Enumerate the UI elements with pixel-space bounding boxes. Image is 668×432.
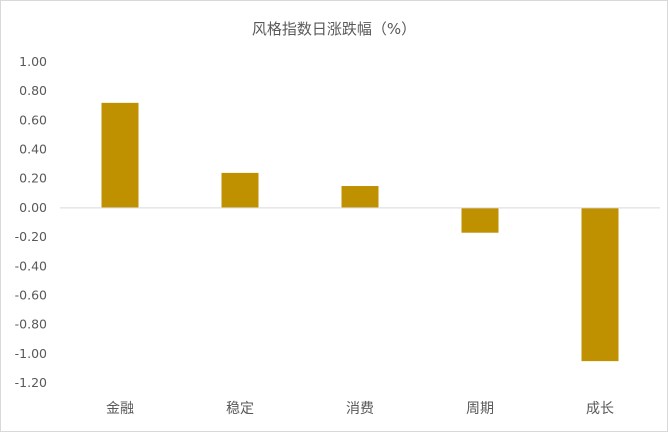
y-tick-label: 0.20 [19,171,47,186]
x-category-label: 稳定 [226,401,254,417]
bar-3 [341,186,379,208]
x-category-label: 消费 [346,401,374,417]
bar-1 [101,102,139,208]
y-tick-label: -0.80 [15,317,47,332]
bar-5 [581,207,619,362]
y-tick-label: 0.40 [19,142,47,157]
x-category-label: 成长 [586,401,614,417]
y-tick-label: -0.40 [15,258,47,273]
bar-4 [461,207,499,233]
bar-2 [221,172,259,208]
y-tick-label: 0.00 [19,200,47,215]
x-category-label: 金融 [106,401,134,417]
y-tick-label: -1.00 [15,346,47,361]
y-tick-label: 1.00 [19,54,47,69]
y-tick-label: -0.20 [15,229,47,244]
y-tick-label: -0.60 [15,287,47,302]
y-tick-label: -1.20 [15,375,47,390]
y-tick-label: 0.80 [19,83,47,98]
x-category-label: 周期 [466,401,494,417]
chart-title: 风格指数日涨跌幅（%） [251,20,417,38]
y-tick-label: 0.60 [19,112,47,127]
